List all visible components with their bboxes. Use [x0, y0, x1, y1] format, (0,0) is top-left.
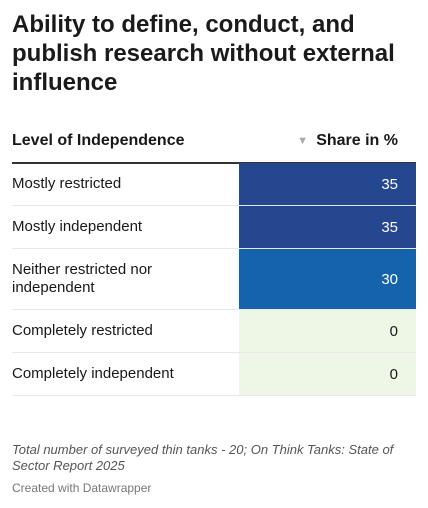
table-body: Mostly restricted 35 Mostly independent 35 N… — [12, 163, 416, 396]
table-row: Completely independent 0 — [12, 353, 416, 396]
row-value-cell: 0 — [239, 353, 416, 395]
sort-descending-icon[interactable]: ▼ — [297, 135, 308, 147]
column-header-share[interactable]: Share in % — [316, 132, 398, 149]
table-header: Level of Independence ▼ Share in % — [12, 126, 416, 164]
row-label: Completely independent — [12, 365, 174, 382]
table-row: Mostly independent 35 — [12, 206, 416, 249]
footnote: Total number of surveyed thin tanks - 20… — [12, 442, 394, 473]
row-value-cell: 0 — [239, 310, 416, 352]
credit-link[interactable]: Created with Datawrapper — [12, 481, 152, 495]
row-value-cell: 30 — [239, 249, 416, 309]
table-row: Mostly restricted 35 — [12, 163, 416, 206]
row-label: Completely restricted — [12, 322, 153, 339]
chart-title: Ability to define, conduct, and publish … — [12, 11, 395, 96]
column-header-level[interactable]: Level of Independence — [12, 132, 185, 149]
row-value-cell: 35 — [239, 206, 416, 248]
row-label: Neither restricted nor independent — [12, 261, 153, 296]
row-label: Mostly restricted — [12, 175, 122, 192]
table-row: Neither restricted nor independent 30 — [12, 249, 416, 310]
table-row: Completely restricted 0 — [12, 310, 416, 353]
row-value-cell: 35 — [239, 163, 416, 205]
row-label: Mostly independent — [12, 218, 143, 235]
